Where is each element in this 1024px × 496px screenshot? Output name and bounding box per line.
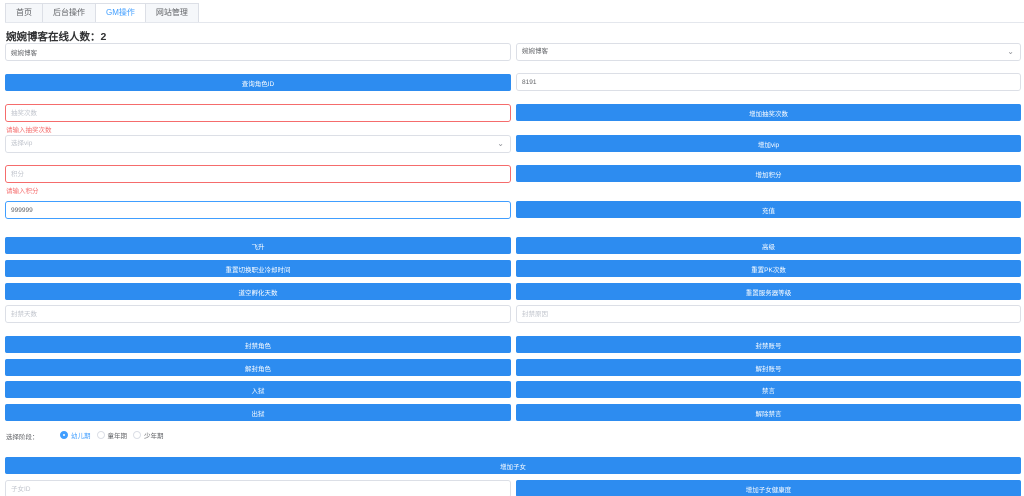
points-error-message: 请输入积分 [6,188,39,195]
vip-select-placeholder: 选择vip [11,140,33,147]
child-id-input[interactable] [5,480,511,496]
add-child-button[interactable]: 增加子女 [5,457,1021,474]
radio-checked-icon [60,431,68,439]
add-points-button[interactable]: 增加积分 [516,165,1021,182]
radio-unchecked-icon [96,431,105,439]
stage-option-label: 童年期 [107,433,128,440]
mute-button[interactable]: 禁言 [516,381,1021,398]
stage-option-label: 少年期 [144,433,164,440]
ascend-button[interactable]: 飞升 [5,237,511,254]
vip-select[interactable]: 选择vip ⌄ [5,135,511,153]
reset-job-cooldown-button[interactable]: 重置切换职业冷却时间 [5,260,511,277]
tab-home[interactable]: 首页 [5,3,43,23]
tab-bar: 首页 后台操作 GM操作 网站管理 [5,3,199,23]
stage-radio-group: 幼儿期 童年期 少年期 [60,430,164,440]
lottery-error-message: 请输入抽奖次数 [6,127,52,134]
lottery-count-input[interactable] [5,104,511,122]
stage-option-label: 幼儿期 [71,433,91,440]
stage-radio-childhood[interactable]: 童年期 [96,430,128,440]
server-select-value: 婉婉博客 [522,48,548,55]
stage-label: 选择阶段： [6,434,39,441]
server-name-input[interactable] [5,43,511,61]
ban-account-button[interactable]: 封禁账号 [516,336,1021,353]
page-title: 婉婉博客在线人数：2 [6,31,107,43]
tab-divider [5,22,1024,23]
unmute-button[interactable]: 解除禁言 [516,404,1021,421]
recharge-amount-input[interactable] [5,201,511,219]
ban-reason-input[interactable] [516,305,1021,323]
add-child-health-button[interactable]: 增加子女健康度 [516,480,1021,496]
radio-unchecked-icon [133,431,141,439]
points-input[interactable] [5,165,511,183]
unban-account-button[interactable]: 解封账号 [516,359,1021,376]
stage-radio-youth[interactable]: 少年期 [133,430,164,440]
reset-pk-count-button[interactable]: 重置PK次数 [516,260,1021,277]
clear-incubation-days-button[interactable]: 道空孵化天数 [5,283,511,300]
chevron-down-icon: ⌄ [497,139,504,148]
reset-server-level-button[interactable]: 重置服务器等级 [516,283,1021,300]
ban-days-input[interactable] [5,305,511,323]
tab-backend-ops[interactable]: 后台操作 [43,3,96,23]
advanced-button[interactable]: 高级 [516,237,1021,254]
ban-role-button[interactable]: 封禁角色 [5,336,511,353]
add-vip-button[interactable]: 增加vip [516,135,1021,152]
add-lottery-button[interactable]: 增加抽奖次数 [516,104,1021,121]
release-jail-button[interactable]: 出狱 [5,404,511,421]
unban-role-button[interactable]: 解封角色 [5,359,511,376]
chevron-down-icon: ⌄ [1007,47,1014,56]
stage-radio-infant[interactable]: 幼儿期 [60,430,91,440]
tab-site-admin[interactable]: 网站管理 [145,3,199,23]
role-id-input[interactable] [516,73,1021,91]
jail-button[interactable]: 入狱 [5,381,511,398]
tab-gm-ops[interactable]: GM操作 [96,3,146,23]
query-role-button[interactable]: 查询角色ID [5,74,511,91]
recharge-button[interactable]: 充值 [516,201,1021,218]
server-select[interactable]: 婉婉博客 ⌄ [516,43,1021,61]
